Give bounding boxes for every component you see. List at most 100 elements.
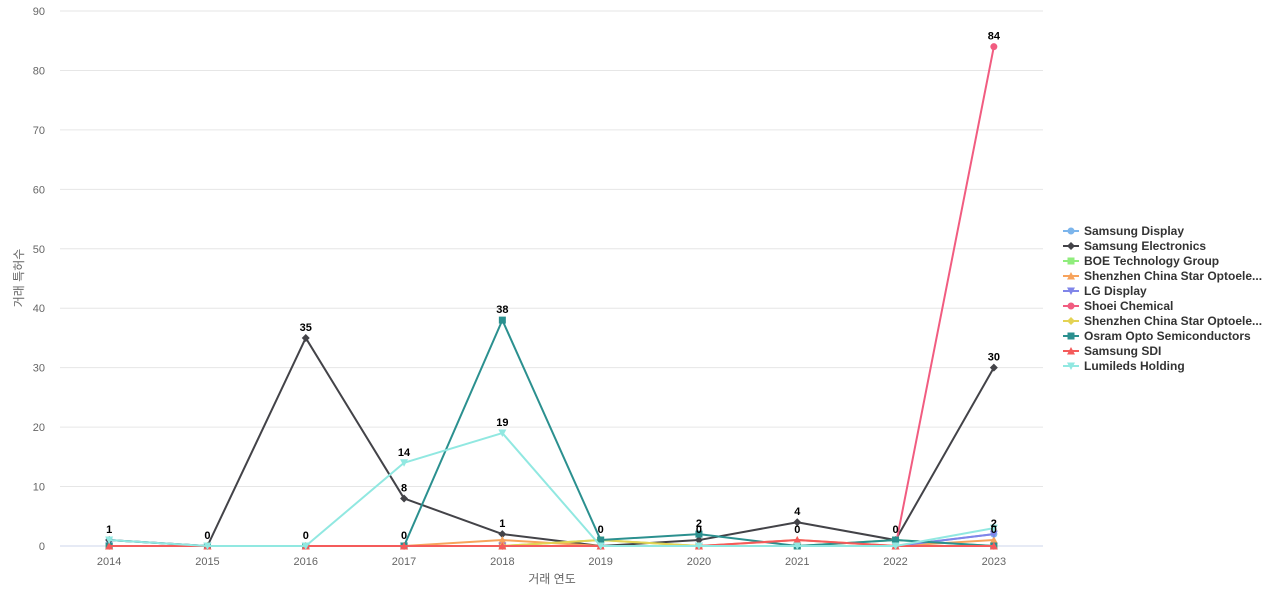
x-tick-label: 2022 [883, 556, 907, 568]
data-point [301, 542, 310, 550]
legend-item[interactable]: BOE Technology Group [1063, 254, 1219, 268]
data-label: 4 [794, 506, 801, 518]
y-tick-label: 70 [33, 125, 45, 137]
data-label: 1 [106, 524, 112, 536]
legend-marker [1067, 257, 1075, 265]
data-point [989, 530, 998, 539]
legend-item[interactable]: Shenzhen China Star Optoele... [1063, 314, 1262, 328]
x-tick-label: 2021 [785, 556, 809, 568]
data-point [990, 43, 998, 51]
series-line [109, 432, 995, 547]
x-tick-label: 2016 [294, 556, 318, 568]
legend-item[interactable]: Osram Opto Semiconductors [1063, 329, 1251, 343]
legend-item[interactable]: Samsung Electronics [1063, 239, 1206, 253]
y-tick-label: 30 [33, 363, 45, 375]
data-label: 0 [303, 530, 309, 542]
legend-item[interactable]: Samsung SDI [1063, 344, 1161, 358]
y-tick-label: 10 [33, 482, 45, 494]
y-tick-label: 0 [39, 541, 45, 553]
data-label: 0 [892, 524, 898, 536]
data-point [892, 536, 900, 544]
data-point [498, 316, 506, 324]
y-axis-ticks: 0 10 20 30 40 50 60 70 80 90 [33, 6, 45, 553]
legend-label: Lumileds Holding [1084, 359, 1185, 373]
legend-marker [1067, 242, 1075, 250]
x-axis-title: 거래 연도 [528, 572, 576, 586]
data-point [596, 542, 605, 550]
data-label: 0 [696, 524, 702, 536]
x-tick-label: 2020 [687, 556, 711, 568]
data-label: 0 [794, 524, 800, 536]
legend-item[interactable]: Shoei Chemical [1063, 299, 1173, 313]
series-group [105, 333, 998, 550]
legend-marker [1067, 227, 1075, 235]
legend-label: Samsung SDI [1084, 344, 1161, 358]
data-label: 2 [991, 518, 997, 530]
data-point [400, 459, 409, 467]
data-point [989, 536, 998, 544]
data-point [301, 333, 310, 342]
data-label: 0 [204, 530, 210, 542]
data-point [793, 518, 802, 527]
legend-label: Shenzhen China Star Optoele... [1084, 269, 1262, 283]
x-tick-label: 2019 [588, 556, 612, 568]
data-point [498, 530, 507, 539]
legend-marker [1067, 302, 1075, 310]
legend-marker [1067, 317, 1075, 325]
data-label: 2 [696, 518, 702, 530]
data-point [694, 542, 703, 550]
data-point [989, 363, 998, 372]
y-tick-label: 50 [33, 244, 45, 256]
x-axis-ticks: 2014 2015 2016 2017 2018 2019 2020 2021 2022 2023 [97, 556, 1006, 568]
series-line [109, 319, 994, 547]
data-label: 1 [499, 518, 505, 530]
y-tick-label: 60 [33, 184, 45, 196]
legend-marker [1067, 362, 1075, 370]
data-label: 0 [401, 530, 407, 542]
legend-label: LG Display [1084, 284, 1147, 298]
data-label: 84 [988, 31, 1001, 43]
data-point [105, 536, 114, 545]
data-point [498, 429, 507, 438]
x-tick-label: 2023 [982, 556, 1006, 568]
y-tick-label: 40 [33, 303, 45, 315]
data-label: 0 [991, 524, 997, 536]
legend-item[interactable]: LG Display [1063, 284, 1147, 298]
data-point [597, 536, 605, 544]
data-label: 0 [598, 524, 604, 536]
legend-item[interactable]: Samsung Display [1063, 224, 1184, 238]
series-lines [105, 43, 998, 550]
data-point [793, 536, 802, 544]
data-label: 19 [496, 417, 508, 429]
data-label: 30 [988, 352, 1000, 364]
legend-label: Osram Opto Semiconductors [1084, 329, 1251, 343]
series-group [105, 43, 998, 550]
data-point [105, 542, 114, 550]
data-point [891, 542, 900, 550]
data-label: 8 [401, 482, 407, 494]
data-point [793, 542, 802, 550]
legend-item[interactable]: Lumileds Holding [1063, 359, 1185, 373]
data-label: 14 [398, 447, 411, 459]
series-line [109, 336, 995, 547]
data-point [400, 542, 409, 550]
series-group [105, 536, 998, 550]
data-point [694, 536, 703, 545]
legend-label: Samsung Display [1084, 224, 1184, 238]
legend-label: Shenzhen China Star Optoele... [1084, 314, 1262, 328]
legend-marker [1067, 347, 1075, 355]
legend-marker [1067, 287, 1075, 295]
data-point [498, 542, 507, 550]
legend-label: BOE Technology Group [1084, 254, 1219, 268]
x-tick-label: 2014 [97, 556, 121, 568]
y-tick-label: 90 [33, 6, 45, 18]
data-point [695, 530, 703, 538]
legend-item[interactable]: Shenzhen China Star Optoele... [1063, 269, 1262, 283]
y-tick-label: 80 [33, 65, 45, 77]
x-tick-label: 2017 [392, 556, 416, 568]
legend-marker [1067, 332, 1075, 340]
data-point [989, 524, 998, 533]
